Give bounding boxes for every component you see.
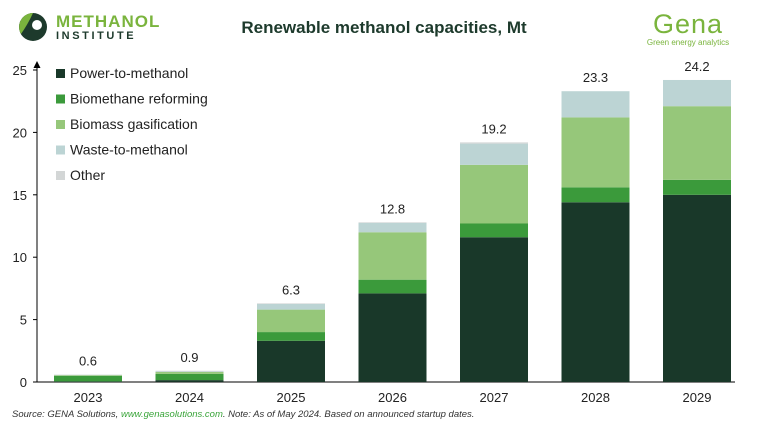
source-suffix: . Note: As of May 2024. Based on announc…	[222, 409, 475, 420]
legend-swatch	[56, 171, 65, 180]
x-tick-label: 2027	[480, 390, 509, 405]
y-tick-label: 5	[20, 313, 27, 328]
bar-segment	[54, 375, 122, 376]
legend-label: Waste-to-methanol	[70, 142, 188, 158]
methanol-logo-icon	[19, 13, 47, 41]
x-tick-label: 2029	[683, 390, 712, 405]
bar-segment	[54, 375, 122, 382]
y-tick-label: 20	[13, 125, 27, 140]
x-tick-label: 2026	[378, 390, 407, 405]
y-axis-arrow	[33, 61, 41, 68]
source-prefix: Source: GENA Solutions,	[12, 409, 121, 420]
total-label: 6.3	[282, 282, 300, 297]
gena-logo: Gena Green energy analytics	[638, 10, 738, 48]
bar-segment	[257, 309, 325, 333]
bar-segment	[663, 179, 731, 195]
methanol-institute-logo: METHANOL INSTITUTE	[18, 12, 168, 46]
legend-label: Power-to-methanol	[70, 65, 188, 81]
y-tick-label: 10	[13, 250, 27, 265]
legend-swatch	[56, 69, 65, 78]
chart-title: Renewable methanol capacities, Mt	[241, 18, 527, 37]
gena-logo-sub: Green energy analytics	[646, 38, 730, 47]
legend-swatch	[56, 120, 65, 129]
bar-segment	[257, 340, 325, 382]
bar-segment	[561, 91, 630, 118]
x-tick-label: 2023	[74, 390, 103, 405]
source-link[interactable]: www.genasolutions.com	[120, 409, 223, 420]
bar-segment	[155, 370, 224, 372]
bar-segment	[155, 373, 224, 381]
bar-segment	[257, 304, 325, 310]
total-label: 24.2	[684, 59, 709, 74]
bar-segment	[561, 117, 630, 188]
bar-segment	[155, 371, 224, 373]
bar-segment	[257, 332, 325, 341]
x-tick-label: 2025	[277, 390, 306, 405]
legend-label: Biomass gasification	[70, 116, 198, 132]
bar-segment	[54, 381, 122, 382]
bar-segment	[358, 222, 427, 233]
bar-segment	[358, 232, 427, 280]
legend-label: Biomethane reforming	[70, 91, 208, 107]
total-label: 12.8	[380, 201, 405, 216]
legend-swatch	[56, 94, 65, 104]
total-label: 0.6	[79, 354, 97, 369]
bar-segment	[460, 164, 528, 224]
bar-segment	[561, 187, 630, 203]
methanol-logo-name: METHANOL	[56, 12, 161, 31]
bar-segment	[460, 143, 528, 165]
bar-segment	[663, 106, 731, 180]
x-tick-label: 2024	[175, 390, 204, 405]
source-note: Source: GENA Solutions, www.genasolution…	[12, 409, 474, 420]
y-tick-label: 15	[13, 188, 27, 203]
bar-segment	[358, 279, 427, 294]
total-label: 23.3	[583, 70, 608, 85]
legend-swatch	[56, 145, 65, 155]
bar-segment	[155, 380, 224, 382]
bar-segment	[155, 372, 224, 374]
x-tick-label: 2028	[581, 390, 610, 405]
bar-segment	[460, 223, 528, 238]
bar-segment	[663, 194, 731, 382]
y-tick-label: 25	[13, 63, 27, 78]
total-label: 0.9	[180, 350, 198, 365]
bar-segment	[663, 79, 731, 107]
bar-segment	[358, 222, 427, 223]
total-label: 19.2	[481, 121, 506, 136]
y-tick-label: 0	[20, 375, 27, 390]
legend-label: Other	[70, 167, 105, 183]
bar-segment	[460, 142, 528, 144]
methanol-logo-sub: INSTITUTE	[56, 30, 137, 42]
bar-segment	[358, 293, 427, 382]
bar-segment	[257, 303, 325, 304]
bar-segment	[561, 202, 630, 382]
bar-segment	[460, 237, 528, 382]
gena-logo-name: Gena	[652, 9, 724, 39]
